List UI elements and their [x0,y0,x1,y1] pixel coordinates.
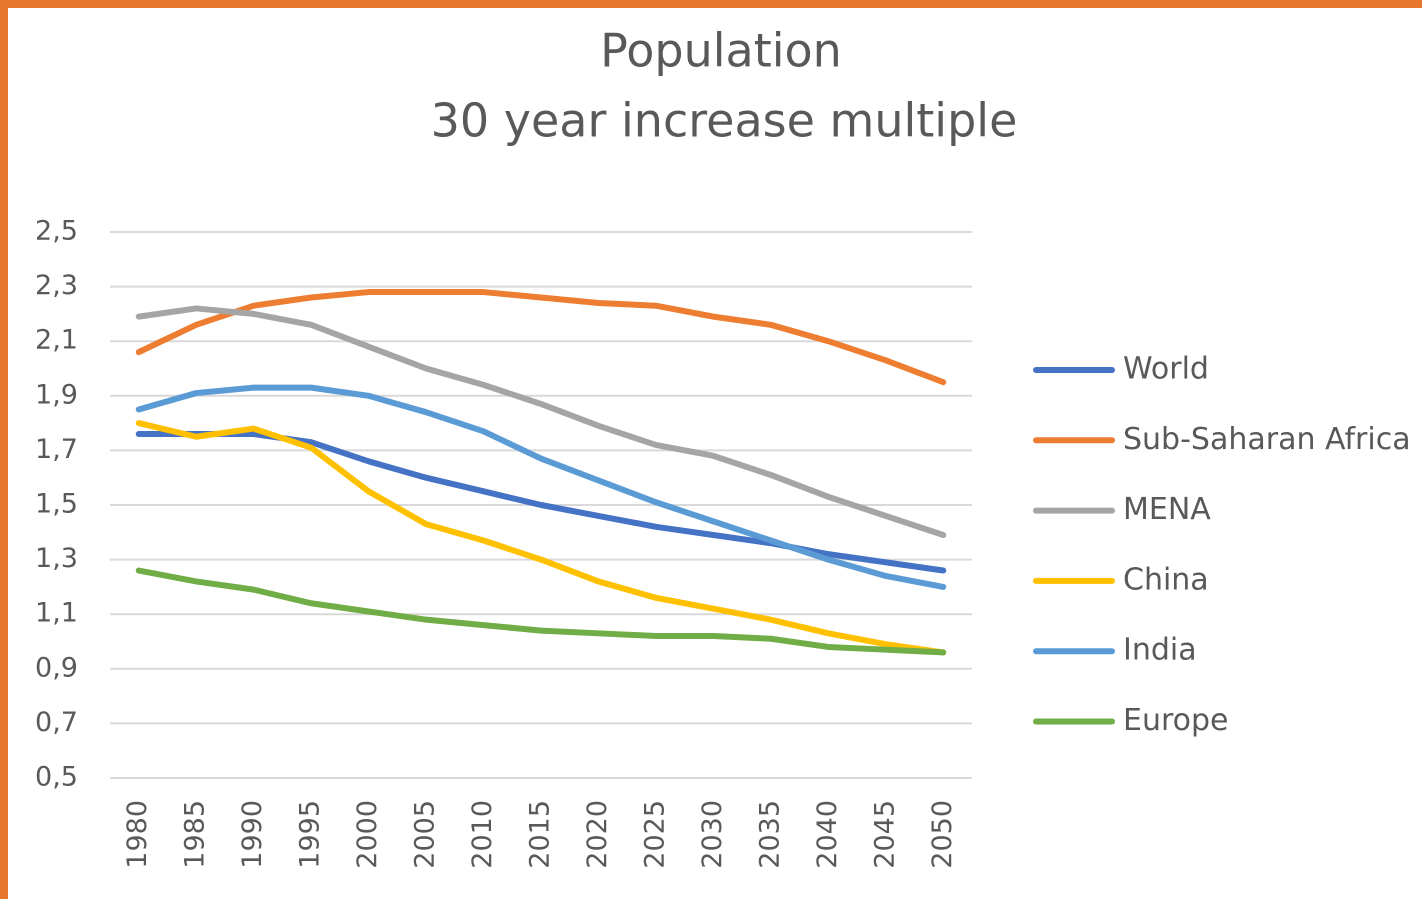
x-tick-label: 2005 [410,800,441,869]
x-tick-label: 2050 [927,800,958,869]
x-tick-label: 2000 [352,800,383,869]
legend-label: World [1123,352,1209,387]
y-tick-label: 0,5 [35,762,78,793]
y-tick-label: 0,9 [35,652,78,683]
y-tick-label: 0,7 [35,707,78,738]
x-tick-label: 2030 [697,800,728,869]
x-tick-label: 1980 [122,800,153,869]
legend-label: MENA [1123,492,1211,527]
x-tick-label: 1990 [237,800,268,869]
chart-subtitle: 30 year increase multiple [431,94,1018,148]
x-tick-label: 1995 [295,800,326,869]
y-tick-label: 2,1 [35,325,78,356]
y-tick-label: 1,1 [35,598,78,629]
y-tick-label: 2,3 [35,270,78,301]
legend-label: China [1123,562,1209,597]
x-tick-label: 2020 [582,800,613,869]
y-tick-label: 2,5 [35,216,78,247]
legend-label: India [1123,633,1197,668]
y-tick-label: 1,9 [35,379,78,410]
y-tick-label: 1,3 [35,543,78,574]
x-tick-label: 2025 [639,800,670,869]
series-line [135,305,947,539]
series-line [135,431,947,574]
y-tick-label: 1,5 [35,489,78,520]
series-line [135,420,947,656]
x-tick-label: 1985 [180,800,211,869]
x-tick-label: 2045 [869,800,900,869]
x-tick-label: 2015 [525,800,556,869]
x-tick-label: 2035 [754,800,785,869]
x-tick-label: 2040 [812,800,843,869]
legend-label: Europe [1123,703,1229,738]
series-line [135,289,947,386]
chart-title: Population [600,24,842,78]
y-tick-label: 1,7 [35,434,78,465]
x-tick-label: 2010 [467,800,498,869]
series-line [135,567,947,656]
legend-label: Sub-Saharan Africa [1123,422,1411,457]
series-line [135,384,947,590]
